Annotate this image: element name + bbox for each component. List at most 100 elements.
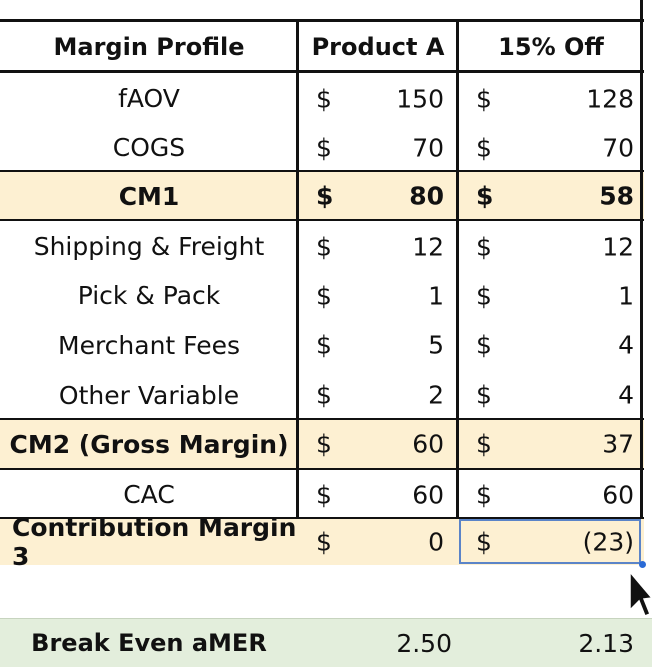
value: (23) — [582, 527, 634, 557]
row-label[interactable]: Shipping & Freight — [33, 232, 265, 261]
discount-cell[interactable]: $4 — [458, 370, 644, 420]
cm1-top-border — [0, 170, 644, 172]
cm2-bottom-border — [0, 468, 644, 470]
header-margin-profile[interactable]: Margin Profile — [53, 33, 245, 61]
table-row: Merchant Fees $5 $4 — [0, 320, 644, 370]
cm3-row-highlight — [0, 519, 644, 565]
cac-bottom-border — [0, 517, 644, 519]
currency-symbol: $ — [316, 84, 332, 113]
row-label[interactable]: CAC — [123, 480, 175, 509]
break-even-15-off[interactable]: 2.13 — [578, 628, 634, 658]
cm2-row-highlight — [0, 420, 644, 468]
product-a-cell[interactable]: $5 — [298, 320, 458, 370]
value: 60 — [412, 429, 444, 459]
currency-symbol: $ — [476, 84, 492, 113]
currency-symbol: $ — [476, 527, 492, 557]
value: 4 — [618, 330, 634, 360]
break-even-product-a[interactable]: 2.50 — [396, 628, 452, 658]
value: 128 — [586, 84, 634, 113]
header-15-off[interactable]: 15% Off — [498, 33, 604, 61]
value: 150 — [396, 84, 444, 113]
value: 0 — [428, 527, 444, 557]
mouse-pointer-icon — [629, 570, 652, 617]
product-a-cell[interactable]: $60 — [298, 470, 458, 519]
table-row: COGS $70 $70 — [0, 123, 644, 172]
product-a-cell[interactable]: $150 — [298, 74, 458, 123]
header-product-a[interactable]: Product A — [311, 33, 445, 61]
row-label[interactable]: Contribution Margin 3 — [12, 513, 297, 571]
value: 70 — [602, 133, 634, 162]
row-label[interactable]: Other Variable — [58, 380, 240, 410]
value: 12 — [412, 232, 444, 261]
currency-symbol: $ — [316, 133, 332, 162]
break-even-row: Break Even aMER 2.50 2.13 — [0, 618, 652, 667]
table-top-border — [0, 19, 644, 22]
discount-cell-selected[interactable]: $ (23) — [458, 519, 644, 565]
table-row: CM1 $80 $58 — [0, 172, 644, 220]
product-a-cell[interactable]: $0 — [298, 519, 458, 565]
break-even-label[interactable]: Break Even aMER — [31, 629, 267, 657]
row-label[interactable]: CM1 — [118, 181, 180, 211]
value: 4 — [618, 380, 634, 410]
currency-symbol: $ — [476, 429, 492, 459]
currency-symbol: $ — [316, 480, 332, 509]
table-row: Shipping & Freight $12 $12 — [0, 222, 644, 271]
value: 12 — [602, 232, 634, 261]
product-a-cell[interactable]: $2 — [298, 370, 458, 420]
row-label[interactable]: CM2 (Gross Margin) — [9, 429, 289, 459]
currency-symbol: $ — [476, 330, 492, 360]
value: 1 — [618, 281, 634, 310]
discount-cell[interactable]: $70 — [458, 123, 644, 172]
currency-symbol: $ — [316, 281, 332, 310]
cm1-row-highlight — [0, 172, 644, 220]
product-a-cell[interactable]: $80 — [298, 172, 458, 220]
product-a-cell[interactable]: $12 — [298, 222, 458, 271]
product-a-cell[interactable]: $1 — [298, 271, 458, 320]
column-divider-1 — [296, 19, 299, 519]
currency-symbol: $ — [476, 281, 492, 310]
row-label[interactable]: fAOV — [118, 84, 180, 113]
currency-symbol: $ — [476, 133, 492, 162]
currency-symbol: $ — [316, 330, 332, 360]
value: 80 — [409, 181, 444, 211]
cm1-bottom-border — [0, 219, 644, 221]
header-bottom-border — [0, 70, 644, 73]
currency-symbol: $ — [316, 232, 332, 261]
discount-cell[interactable]: $4 — [458, 320, 644, 370]
row-label[interactable]: Merchant Fees — [58, 330, 240, 360]
currency-symbol: $ — [316, 429, 332, 459]
value: 5 — [428, 330, 444, 360]
currency-symbol: $ — [476, 181, 494, 211]
value: 1 — [428, 281, 444, 310]
currency-symbol: $ — [316, 181, 334, 211]
table-row: CM2 (Gross Margin) $60 $37 — [0, 420, 644, 468]
discount-cell[interactable]: $58 — [458, 172, 644, 220]
column-divider-2 — [456, 19, 459, 519]
row-label[interactable]: Pick & Pack — [77, 281, 221, 310]
discount-cell[interactable]: $37 — [458, 420, 644, 468]
currency-symbol: $ — [316, 380, 332, 410]
value: 60 — [602, 480, 634, 509]
row-label[interactable]: COGS — [112, 133, 186, 162]
currency-symbol: $ — [476, 480, 492, 509]
table-row: CAC $60 $60 — [0, 470, 644, 519]
table-row: Pick & Pack $1 $1 — [0, 271, 644, 320]
discount-cell[interactable]: $60 — [458, 470, 644, 519]
product-a-cell[interactable]: $70 — [298, 123, 458, 172]
cm2-top-border — [0, 418, 644, 420]
table-right-border — [640, 0, 643, 519]
discount-cell[interactable]: $128 — [458, 74, 644, 123]
value: 70 — [412, 133, 444, 162]
value: 60 — [412, 480, 444, 509]
selected-cell-outline — [459, 519, 641, 564]
discount-cell[interactable]: $12 — [458, 222, 644, 271]
value: 58 — [599, 181, 634, 211]
discount-cell[interactable]: $1 — [458, 271, 644, 320]
fill-handle[interactable] — [639, 561, 646, 568]
header-row: Margin Profile Product A 15% Off — [0, 22, 644, 72]
currency-symbol: $ — [476, 380, 492, 410]
table-row: fAOV $150 $128 — [0, 74, 644, 123]
table-row: Other Variable $2 $4 — [0, 370, 644, 420]
product-a-cell[interactable]: $60 — [298, 420, 458, 468]
